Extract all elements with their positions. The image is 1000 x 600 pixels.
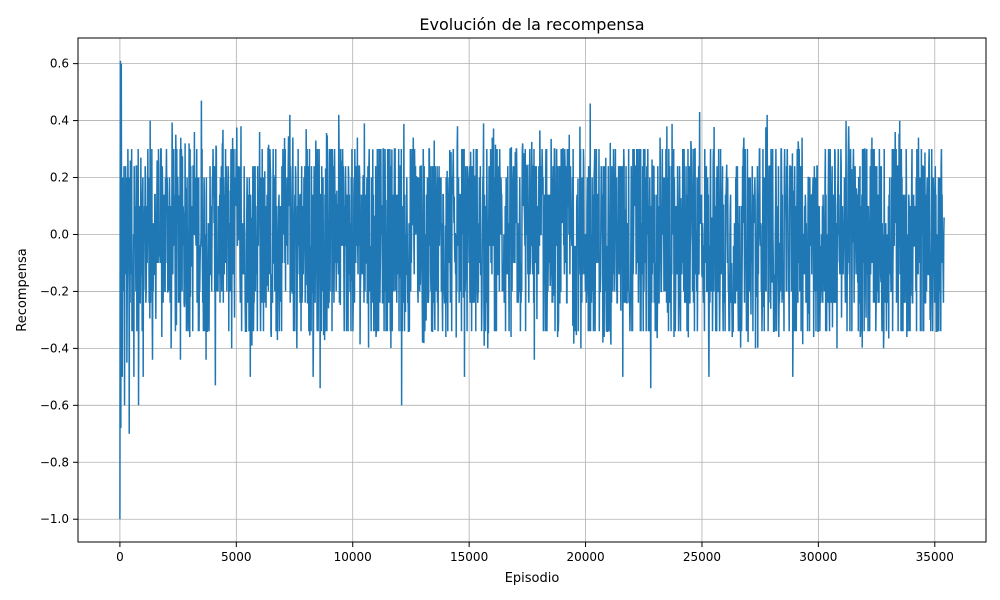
y-axis: −1.0 −0.8 −0.6 −0.4 −0.2 0.0 0.2 0.4 0.6	[40, 57, 78, 526]
x-tick-label: 10000	[334, 550, 372, 564]
x-tick-label: 30000	[799, 550, 837, 564]
plot-frame	[77, 37, 987, 543]
x-tick-label: 15000	[450, 550, 488, 564]
y-tick-label: −1.0	[40, 512, 69, 526]
x-tick-label: 0	[116, 550, 124, 564]
y-tick-label: 0.6	[50, 57, 69, 71]
reward-series-line	[119, 60, 945, 520]
y-tick-label: −0.2	[40, 284, 69, 298]
x-axis-label: Episodio	[505, 571, 560, 586]
x-axis: 0 5000 10000 15000 20000 25000 30000 35000	[116, 542, 954, 564]
y-tick-label: 0.0	[50, 227, 69, 241]
x-tick-label: 25000	[683, 550, 721, 564]
y-tick-label: −0.6	[40, 398, 69, 412]
y-tick-label: −0.8	[40, 455, 69, 469]
series-layer	[119, 60, 945, 520]
chart-title: Evolución de la recompensa	[419, 15, 644, 34]
y-tick-label: 0.2	[50, 171, 69, 185]
y-axis-label: Recompensa	[15, 248, 30, 331]
y-tick-label: −0.4	[40, 341, 69, 355]
x-tick-label: 20000	[566, 550, 604, 564]
x-tick-label: 5000	[221, 550, 252, 564]
y-tick-label: 0.4	[50, 114, 69, 128]
x-tick-label: 35000	[916, 550, 954, 564]
